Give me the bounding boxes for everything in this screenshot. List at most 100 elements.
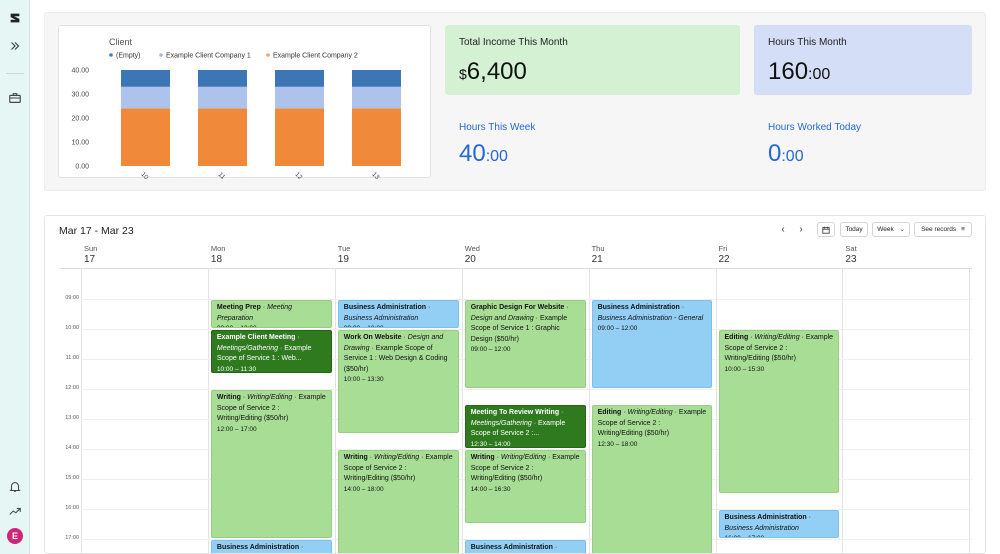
day-name: Thu [591,244,605,253]
today-button[interactable]: Today [840,222,868,237]
calendar-event[interactable]: Business Administration · Business Admin… [210,540,332,553]
hour-gridline [81,299,972,300]
bell-icon[interactable] [7,479,23,495]
hours-month-card: Hours This Month 160:00 [754,25,972,95]
see-records-button[interactable]: See records ≡ [914,222,972,237]
calendar-event[interactable]: Business Administration · Business Admin… [337,300,459,328]
time-label: 17:00 [65,535,79,541]
calendar-event[interactable]: Business Administration · Business Admin… [591,300,713,388]
hours-week-label: Hours This Week [459,122,536,133]
day-column-divider [969,269,971,553]
day-header: Wed 20 [465,244,480,265]
calendar-event[interactable]: Graphic Design For Website · Design and … [464,300,586,388]
view-select-value: Week [877,226,894,233]
view-select[interactable]: Week ⌄ [872,222,910,237]
calendar-event[interactable]: Work On Website · Design and Drawing · E… [337,330,459,433]
legend-marker [109,53,113,57]
time-label: 13:00 [65,415,79,421]
calendar-event[interactable]: Writing · Writing/Editing · Example Scop… [464,450,586,523]
event-title: Editing [597,409,622,416]
event-title: Writing [470,454,495,461]
y-tick-label: 20.00 [71,116,89,123]
logo-icon[interactable] [7,10,23,26]
calendar-event[interactable]: Meeting To Review Writing · Meetings/Gat… [464,405,586,448]
calendar-event[interactable]: Business Administration · Business Admin… [464,540,586,553]
x-tick-label: 10 [139,171,149,179]
hours-week-hours: 40 [459,140,486,167]
event-category: Business Administration [343,314,419,322]
day-name: Wed [464,244,480,253]
calendar-event[interactable]: Meeting Prep · Meeting Preparation09:00 … [210,300,332,328]
prev-week-button[interactable]: ‹ [781,224,785,235]
time-label: 15:00 [65,475,79,481]
legend-label: Example Client Company 1 [166,53,251,60]
event-scope: Example Scope of Service 2 : Writing/Edi… [216,394,326,422]
day-column-divider [588,269,590,553]
briefcase-icon[interactable] [7,90,23,106]
income-value: $6,400 [459,58,527,86]
event-scope: Example Scope of Service 2 : Writing/Edi… [343,454,453,482]
day-name: Sat [845,244,857,253]
event-time: 12:00 – 17:00 [216,425,257,433]
main-content: Client (Empty) Example Client Company 1 Exa… [30,0,1000,554]
calendar-event[interactable]: Editing · Writing/Editing · Example Scop… [591,405,713,553]
event-scope: Example Scope of Service 1 : Graphic Des… [470,314,568,343]
bar-segment [275,86,324,109]
event-time: 10:00 – 15:30 [724,365,765,373]
calendar-event[interactable]: Editing · Writing/Editing · Example Scop… [718,330,840,493]
event-category: Writing/Editing [247,394,293,401]
hours-today-card: Hours Worked Today 0:00 [754,110,972,180]
day-name: Sun [84,244,98,253]
event-time: 09:00 – 10:00 [344,324,453,327]
hours-today-minutes: :00 [781,148,804,165]
sidebar-divider [6,73,24,74]
event-time: 16:00 – 17:00 [725,534,834,537]
day-header: Mon 18 [211,244,226,265]
day-column-divider [715,269,717,553]
calendar-event[interactable]: Writing · Writing/Editing · Example Scop… [337,450,459,553]
day-header: Sun 17 [84,244,97,265]
event-title: Example Client Meeting [216,334,296,341]
chevron-down-icon: ⌄ [899,227,905,233]
avatar[interactable]: E [7,528,23,544]
event-category: Meetings/Gathering [470,419,532,427]
calendar-event[interactable]: Example Client Meeting · Meetings/Gather… [210,330,332,373]
event-scope: Example Scope of Service 1 : Web Design … [343,344,448,373]
chart-title: Client [109,37,133,47]
chart-line-icon[interactable] [7,503,23,519]
event-category: Writing/Editing [500,454,547,461]
bar-segment [198,70,247,87]
bar-segment [275,108,324,166]
event-title: Writing [216,394,241,401]
next-week-button[interactable]: › [799,224,803,235]
calendar-event[interactable]: Business Administration · Business Admin… [718,510,840,538]
date-picker-button[interactable] [817,222,835,237]
calendar-event[interactable]: Writing · Writing/Editing · Example Scop… [210,390,332,538]
y-tick-label: 10.00 [71,140,89,147]
day-header: Fri 22 [719,244,730,265]
income-card: Total Income This Month $6,400 [445,25,740,95]
event-scope: Example Scope of Service 2 : Writing/Edi… [724,334,834,362]
day-name: Fri [718,244,728,253]
y-tick-label: 0.00 [75,164,89,171]
event-category: Design and Drawing [343,334,444,352]
calendar-range: Mar 17 - Mar 23 [59,225,134,237]
event-time: 10:00 – 13:30 [343,376,384,383]
expand-icon[interactable] [7,38,23,54]
day-header: Sat 23 [845,244,856,265]
event-category: Meetings/Gathering [216,344,278,352]
day-column-divider [81,269,82,553]
event-scope: Example Scope of Service 2 :... [470,419,566,438]
event-title: Meeting Prep [216,304,261,311]
event-category: Meeting Preparation [216,304,292,322]
time-label: 11:00 [65,355,79,361]
event-title: Business Administration [597,304,680,311]
event-title: Graphic Design For Website [470,304,565,311]
time-label: 14:00 [65,445,79,451]
bar-segment [352,108,401,166]
day-header: Thu 21 [592,244,605,265]
event-scope: Example Scope of Service 1 : Web... [216,344,312,363]
hours-month-label: Hours This Month [768,37,847,48]
hours-week-card: Hours This Week 40:00 [445,110,740,180]
hours-week-minutes: :00 [485,148,508,165]
